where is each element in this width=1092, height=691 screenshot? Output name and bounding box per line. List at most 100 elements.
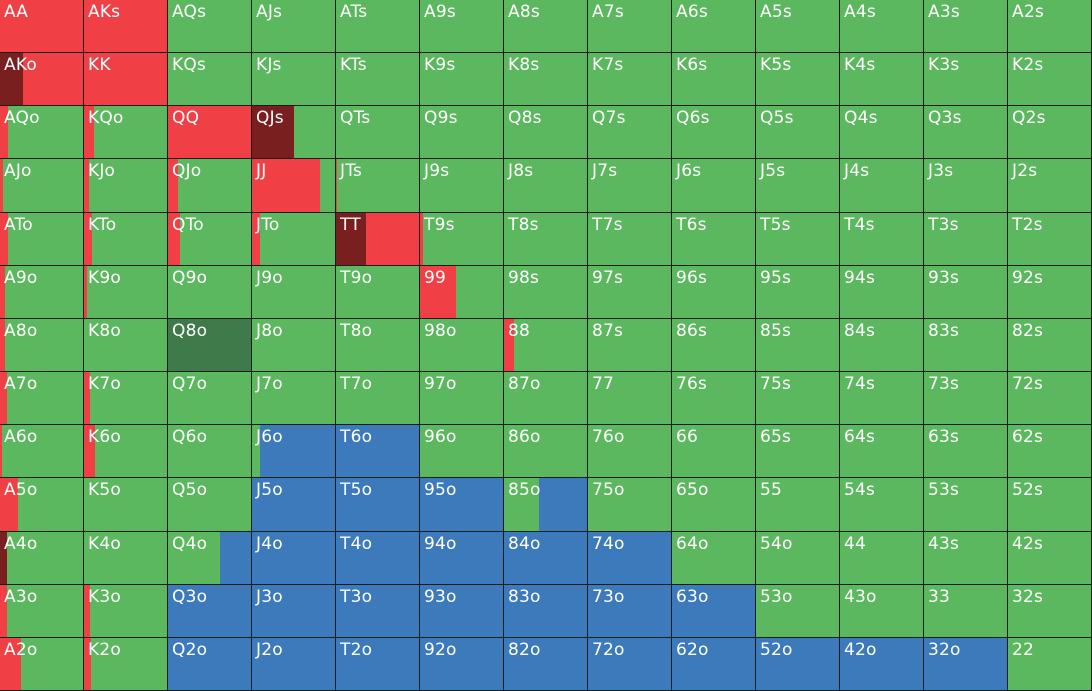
- hand-cell-Q8s[interactable]: Q8s: [504, 106, 588, 160]
- hand-cell-J7s[interactable]: J7s: [588, 159, 672, 213]
- hand-cell-AKo[interactable]: AKo: [0, 53, 84, 107]
- hand-cell-AJo[interactable]: AJo: [0, 159, 84, 213]
- hand-cell-85o[interactable]: 85o: [504, 478, 588, 532]
- hand-cell-52o[interactable]: 52o: [756, 637, 840, 691]
- hand-cell-Q5s[interactable]: Q5s: [756, 106, 840, 160]
- hand-cell-T8o[interactable]: T8o: [336, 318, 420, 373]
- hand-cell-52s[interactable]: 52s: [1008, 478, 1092, 532]
- hand-cell-T7o[interactable]: T7o: [336, 372, 420, 426]
- hand-cell-ATs[interactable]: ATs: [336, 0, 420, 54]
- hand-cell-J5s[interactable]: J5s: [756, 159, 840, 213]
- hand-cell-TT[interactable]: TT: [336, 212, 420, 266]
- hand-cell-J4o[interactable]: J4o: [252, 531, 336, 585]
- hand-cell-K5s[interactable]: K5s: [756, 53, 840, 107]
- hand-cell-J4s[interactable]: J4s: [840, 159, 924, 213]
- hand-cell-86o[interactable]: 86o: [504, 425, 588, 479]
- hand-cell-AKs[interactable]: AKs: [84, 0, 168, 54]
- hand-cell-Q8o[interactable]: Q8o: [168, 318, 252, 373]
- hand-cell-T2o[interactable]: T2o: [336, 637, 420, 691]
- hand-cell-K5o[interactable]: K5o: [84, 478, 168, 532]
- hand-cell-42s[interactable]: 42s: [1008, 531, 1092, 585]
- hand-cell-J3o[interactable]: J3o: [252, 584, 336, 638]
- hand-cell-43s[interactable]: 43s: [924, 531, 1008, 585]
- hand-cell-88[interactable]: 88: [504, 318, 588, 373]
- hand-cell-32s[interactable]: 32s: [1008, 584, 1092, 638]
- hand-cell-ATo[interactable]: ATo: [0, 212, 84, 266]
- hand-cell-QTo[interactable]: QTo: [168, 212, 252, 266]
- hand-cell-53o[interactable]: 53o: [756, 584, 840, 638]
- hand-cell-64s[interactable]: 64s: [840, 425, 924, 479]
- hand-cell-KTo[interactable]: KTo: [84, 212, 168, 266]
- hand-cell-84s[interactable]: 84s: [840, 318, 924, 373]
- hand-cell-AQo[interactable]: AQo: [0, 106, 84, 160]
- hand-cell-95o[interactable]: 95o: [420, 478, 504, 532]
- hand-cell-33[interactable]: 33: [924, 584, 1008, 638]
- hand-cell-A7s[interactable]: A7s: [588, 0, 672, 54]
- hand-cell-Q9s[interactable]: Q9s: [420, 106, 504, 160]
- hand-cell-J6o[interactable]: J6o: [252, 425, 336, 479]
- hand-cell-97s[interactable]: 97s: [588, 265, 672, 319]
- hand-cell-J8s[interactable]: J8s: [504, 159, 588, 213]
- hand-cell-T4s[interactable]: T4s: [840, 212, 924, 266]
- hand-cell-73o[interactable]: 73o: [588, 584, 672, 638]
- hand-cell-Q9o[interactable]: Q9o: [168, 265, 252, 319]
- hand-cell-JJ[interactable]: JJ: [252, 159, 336, 213]
- hand-cell-74s[interactable]: 74s: [840, 372, 924, 426]
- hand-cell-93s[interactable]: 93s: [924, 265, 1008, 319]
- hand-cell-83s[interactable]: 83s: [924, 318, 1008, 373]
- hand-cell-42o[interactable]: 42o: [840, 637, 924, 691]
- hand-cell-84o[interactable]: 84o: [504, 531, 588, 585]
- hand-cell-QTs[interactable]: QTs: [336, 106, 420, 160]
- hand-cell-K8o[interactable]: K8o: [84, 318, 168, 373]
- hand-cell-T9s[interactable]: T9s: [420, 212, 504, 266]
- hand-cell-K9o[interactable]: K9o: [84, 265, 168, 319]
- hand-cell-K4s[interactable]: K4s: [840, 53, 924, 107]
- hand-cell-43o[interactable]: 43o: [840, 584, 924, 638]
- hand-cell-62o[interactable]: 62o: [672, 637, 756, 691]
- hand-cell-A3o[interactable]: A3o: [0, 584, 84, 638]
- hand-cell-54s[interactable]: 54s: [840, 478, 924, 532]
- hand-cell-A6o[interactable]: A6o: [0, 425, 84, 479]
- hand-cell-J9s[interactable]: J9s: [420, 159, 504, 213]
- hand-cell-J5o[interactable]: J5o: [252, 478, 336, 532]
- hand-cell-T2s[interactable]: T2s: [1008, 212, 1092, 266]
- hand-cell-T6o[interactable]: T6o: [336, 425, 420, 479]
- hand-cell-64o[interactable]: 64o: [672, 531, 756, 585]
- hand-cell-98o[interactable]: 98o: [420, 318, 504, 373]
- hand-cell-KTs[interactable]: KTs: [336, 53, 420, 107]
- hand-cell-QJo[interactable]: QJo: [168, 159, 252, 213]
- hand-cell-A8o[interactable]: A8o: [0, 318, 84, 373]
- hand-cell-Q3s[interactable]: Q3s: [924, 106, 1008, 160]
- hand-cell-AJs[interactable]: AJs: [252, 0, 336, 54]
- hand-cell-96o[interactable]: 96o: [420, 425, 504, 479]
- hand-cell-K6s[interactable]: K6s: [672, 53, 756, 107]
- hand-cell-K4o[interactable]: K4o: [84, 531, 168, 585]
- hand-cell-54o[interactable]: 54o: [756, 531, 840, 585]
- hand-cell-32o[interactable]: 32o: [924, 637, 1008, 691]
- hand-cell-Q4o[interactable]: Q4o: [168, 531, 252, 585]
- hand-cell-J6s[interactable]: J6s: [672, 159, 756, 213]
- hand-cell-KK[interactable]: KK: [84, 53, 168, 107]
- hand-cell-QJs[interactable]: QJs: [252, 106, 336, 160]
- hand-cell-K6o[interactable]: K6o: [84, 425, 168, 479]
- hand-cell-K3s[interactable]: K3s: [924, 53, 1008, 107]
- hand-cell-65s[interactable]: 65s: [756, 425, 840, 479]
- hand-cell-T9o[interactable]: T9o: [336, 265, 420, 319]
- hand-cell-T6s[interactable]: T6s: [672, 212, 756, 266]
- hand-cell-A5s[interactable]: A5s: [756, 0, 840, 54]
- hand-cell-65o[interactable]: 65o: [672, 478, 756, 532]
- hand-cell-63o[interactable]: 63o: [672, 584, 756, 638]
- hand-cell-A3s[interactable]: A3s: [924, 0, 1008, 54]
- hand-cell-T5s[interactable]: T5s: [756, 212, 840, 266]
- hand-cell-A7o[interactable]: A7o: [0, 372, 84, 426]
- hand-cell-94o[interactable]: 94o: [420, 531, 504, 585]
- hand-cell-87s[interactable]: 87s: [588, 318, 672, 373]
- hand-cell-T5o[interactable]: T5o: [336, 478, 420, 532]
- hand-cell-JTs[interactable]: JTs: [336, 159, 420, 213]
- hand-cell-K7s[interactable]: K7s: [588, 53, 672, 107]
- hand-cell-T8s[interactable]: T8s: [504, 212, 588, 266]
- hand-cell-Q2o[interactable]: Q2o: [168, 637, 252, 691]
- hand-cell-95s[interactable]: 95s: [756, 265, 840, 319]
- hand-cell-QQ[interactable]: QQ: [168, 106, 252, 160]
- hand-cell-J2o[interactable]: J2o: [252, 637, 336, 691]
